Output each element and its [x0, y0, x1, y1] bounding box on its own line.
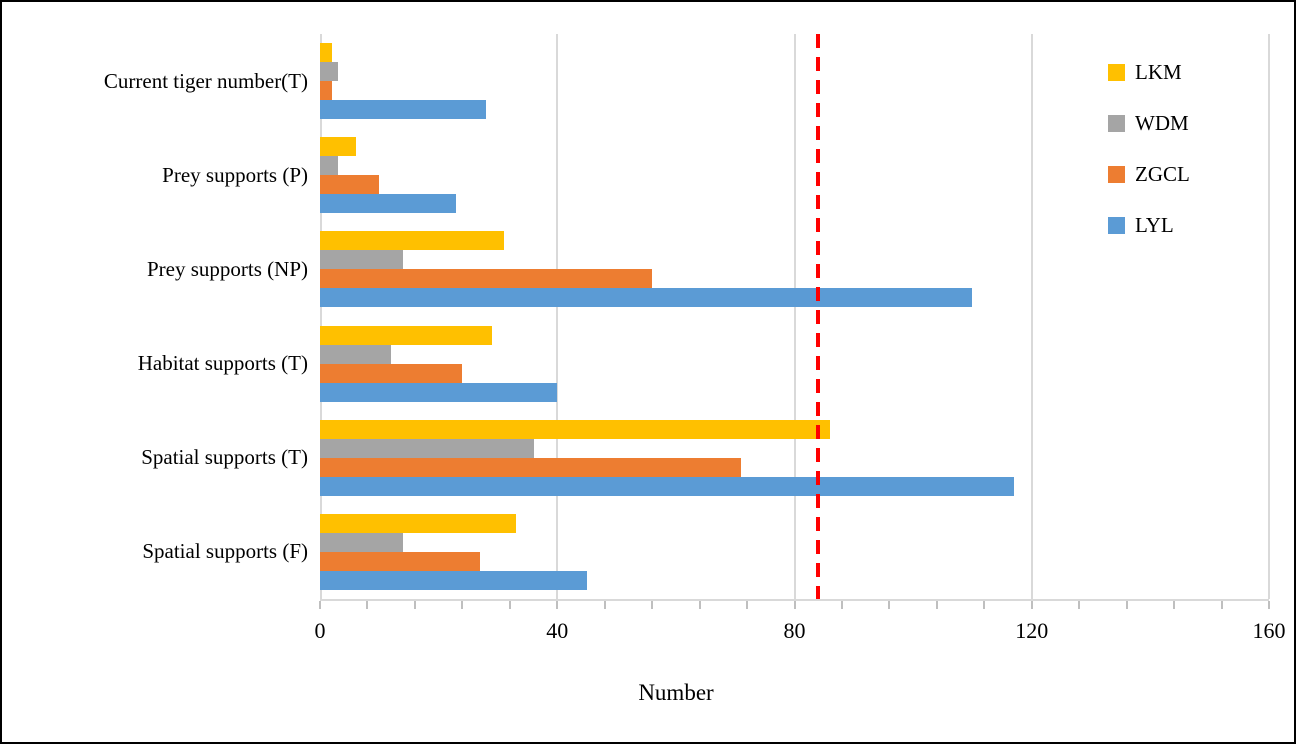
category-label-2: Prey supports (NP) — [147, 256, 308, 281]
legend-label-lyl: LYL — [1135, 213, 1174, 237]
bar-wdm-category-4 — [320, 438, 534, 458]
bar-lyl-category-4 — [320, 476, 1014, 496]
bar-lyl-category-3 — [320, 382, 558, 402]
bar-wdm-category-1 — [320, 156, 338, 176]
tick-mark — [840, 601, 843, 609]
category-label-3: Habitat supports (T) — [137, 351, 308, 376]
category-axis-labels: Current tiger number(T) Prey supports (P)… — [2, 34, 308, 599]
x-axis-title: Number — [638, 680, 714, 705]
category-group-0 — [320, 34, 1269, 128]
category-label-5: Spatial supports (F) — [142, 539, 308, 564]
tick-mark — [746, 601, 749, 609]
gridline-120 — [1030, 34, 1033, 599]
bar-zgcl-category-0 — [320, 81, 332, 101]
tick-mark — [698, 601, 701, 609]
legend-label-zgcl: ZGCL — [1135, 162, 1190, 186]
tick-mark — [461, 601, 464, 609]
category-group-2 — [320, 222, 1269, 316]
legend-item-wdm: WDM — [1108, 112, 1190, 135]
bar-wdm-category-5 — [320, 532, 404, 552]
plot-area — [320, 34, 1270, 599]
tick-mark — [1268, 601, 1270, 609]
category-group-5 — [320, 505, 1269, 599]
x-tick-label-80: 80 — [783, 618, 806, 643]
gridline-80 — [793, 34, 796, 599]
tick-mark — [1030, 601, 1033, 609]
legend-item-zgcl: ZGCL — [1108, 163, 1190, 186]
tick-mark — [556, 601, 559, 609]
legend-label-lkm: LKM — [1135, 60, 1182, 84]
tick-mark — [413, 601, 416, 609]
bar-lkm-category-3 — [320, 325, 492, 345]
tick-mark — [1173, 601, 1176, 609]
y-axis-line — [320, 34, 322, 599]
reference-line — [816, 34, 821, 599]
tick-mark — [1078, 601, 1081, 609]
bar-lkm-category-4 — [320, 419, 831, 439]
bar-lyl-category-5 — [320, 570, 587, 590]
bar-zgcl-category-2 — [320, 269, 653, 289]
tick-mark — [983, 601, 986, 609]
bar-zgcl-category-5 — [320, 551, 481, 571]
x-tick-label-40: 40 — [546, 618, 569, 643]
gridline-40 — [556, 34, 559, 599]
tick-mark — [1220, 601, 1223, 609]
bar-lkm-category-2 — [320, 231, 504, 251]
category-group-1 — [320, 128, 1269, 222]
bar-zgcl-category-1 — [320, 175, 380, 195]
tick-mark — [603, 601, 606, 609]
category-label-0: Current tiger number(T) — [103, 68, 308, 93]
legend-swatch-lyl — [1108, 217, 1125, 234]
tick-mark — [651, 601, 654, 609]
category-label-4: Spatial supports (T) — [141, 445, 308, 470]
category-label-1: Prey supports (P) — [162, 162, 308, 187]
legend-item-lkm: LKM — [1108, 61, 1190, 84]
bar-wdm-category-3 — [320, 344, 392, 364]
legend-swatch-zgcl — [1108, 166, 1125, 183]
legend-item-lyl: LYL — [1108, 214, 1190, 237]
x-tick-label-0: 0 — [314, 618, 326, 643]
legend-swatch-lkm — [1108, 64, 1125, 81]
gridline-160 — [1268, 34, 1270, 599]
legend-swatch-wdm — [1108, 115, 1125, 132]
x-tick-label-160: 160 — [1252, 618, 1286, 643]
category-group-4 — [320, 411, 1269, 505]
bar-zgcl-category-3 — [320, 363, 463, 383]
bar-wdm-category-0 — [320, 62, 338, 82]
tick-mark — [366, 601, 369, 609]
category-group-3 — [320, 317, 1269, 411]
x-axis-line — [320, 599, 1269, 601]
tick-mark — [888, 601, 891, 609]
bar-lkm-category-5 — [320, 513, 516, 533]
x-axis-tick-labels: 0 40 80 120 160 — [315, 618, 1286, 644]
x-axis-tick-marks — [319, 601, 1270, 609]
legend: LKM WDM ZGCL LYL — [1108, 61, 1190, 265]
tick-mark — [935, 601, 938, 609]
bar-lyl-category-1 — [320, 194, 457, 214]
tick-mark — [1125, 601, 1128, 609]
bar-zgcl-category-4 — [320, 457, 742, 477]
tick-mark — [793, 601, 796, 609]
bar-lkm-category-0 — [320, 43, 332, 63]
tick-mark — [319, 601, 321, 609]
x-tick-label-120: 120 — [1015, 618, 1049, 643]
bar-lyl-category-2 — [320, 288, 973, 308]
legend-label-wdm: WDM — [1135, 111, 1189, 135]
bar-lyl-category-0 — [320, 100, 487, 120]
bar-lkm-category-1 — [320, 137, 356, 157]
tick-mark — [508, 601, 511, 609]
bar-wdm-category-2 — [320, 250, 404, 270]
